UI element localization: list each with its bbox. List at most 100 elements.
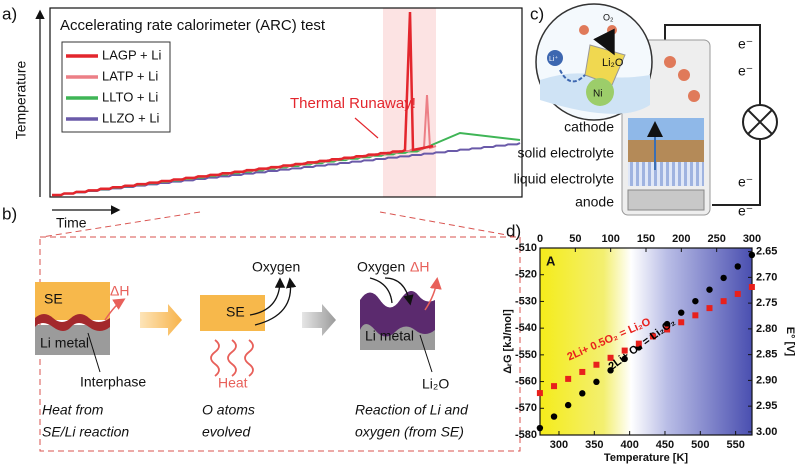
inset-arrow — [593, 28, 615, 56]
se-block — [200, 295, 265, 331]
step-arrow — [302, 304, 336, 336]
marker — [663, 320, 671, 328]
zoom-line — [41, 211, 201, 238]
y2-tick-label: 2.75 — [756, 297, 777, 309]
marker — [593, 378, 600, 386]
plot-frame — [49, 7, 523, 198]
marker — [564, 401, 572, 409]
marker — [664, 326, 671, 333]
y2-tick-label: 2.95 — [756, 400, 777, 412]
y-axis-label: ΔᵣG [kJ/mol] — [502, 309, 514, 374]
marker — [635, 340, 642, 347]
x-axis-label: Temperature [K] — [604, 452, 688, 464]
heat-waves — [210, 339, 254, 377]
inset-label: Li₂O — [602, 57, 624, 69]
y-axis-label: Temperature — [13, 60, 29, 139]
plot-background — [540, 248, 752, 435]
gas-arrow — [249, 277, 286, 316]
gas-arrow — [369, 277, 410, 303]
layer-label: anode — [575, 194, 614, 210]
marker — [551, 383, 558, 390]
legend-label: LATP + Li — [102, 68, 158, 83]
anode-layer — [627, 189, 705, 211]
curves — [52, 11, 521, 197]
electron: e⁻ — [738, 203, 753, 219]
zoom-line — [379, 211, 519, 238]
marker — [621, 347, 628, 354]
label: ΔH — [410, 259, 429, 275]
marker — [579, 368, 586, 375]
y2-axis-label: E° [V] — [784, 327, 796, 357]
marker — [748, 251, 756, 259]
marker — [536, 390, 543, 397]
x2-tick-label: 200 — [672, 233, 690, 245]
marker — [692, 312, 699, 319]
gas-arrow — [254, 277, 297, 326]
x2-tick-label: 150 — [637, 233, 655, 245]
panel-label: b) — [2, 204, 17, 223]
bulb-cross — [747, 109, 773, 135]
marker — [649, 333, 656, 340]
ni-particle — [586, 78, 614, 106]
o2-bubble — [579, 25, 589, 35]
label: Li metal — [40, 335, 89, 351]
y-tick-label: -560 — [515, 375, 537, 387]
o2-bubble — [664, 56, 676, 68]
panel-label: a) — [2, 4, 17, 23]
label: ΔH — [110, 283, 129, 299]
marker — [720, 298, 727, 305]
marker — [720, 274, 727, 282]
y-tick-label: -570 — [515, 402, 537, 414]
label: SE — [226, 304, 245, 320]
x-tick-label: 500 — [691, 439, 709, 451]
o2-bubble — [607, 25, 617, 35]
y-tick-label: -580 — [515, 429, 537, 441]
y2-tick-label: 3.00 — [756, 426, 777, 438]
x2-tick-label: 50 — [569, 233, 581, 245]
leader — [87, 332, 101, 373]
marker — [550, 413, 558, 420]
electron: e⁻ — [738, 36, 753, 52]
cathode-layer — [628, 118, 704, 140]
plot-frame — [539, 247, 753, 436]
curve — [52, 11, 434, 197]
label: Oxygen — [357, 259, 405, 275]
inset-arrow — [559, 69, 586, 83]
legend-items: LAGP + Li LATP + Li LLTO + Li LLZO + Li — [66, 47, 161, 125]
legend-label: LLTO + Li — [102, 89, 158, 104]
inset-label: O₂ — [603, 12, 614, 22]
electron: e⁻ — [738, 63, 753, 79]
marker — [593, 361, 600, 368]
y2-tick-label: 2.90 — [756, 374, 777, 386]
layer-label: cathode — [564, 119, 614, 135]
marker — [748, 284, 755, 291]
marker — [607, 367, 614, 374]
heat-arrow — [104, 298, 126, 321]
y-tick-label: -520 — [515, 269, 537, 281]
x-tick-label: 450 — [656, 439, 674, 451]
caption: evolved — [202, 424, 251, 440]
label: Heat — [218, 375, 248, 391]
x-axis-label: Time — [56, 215, 87, 231]
y-tick-label: -540 — [515, 322, 537, 334]
label: Li₂O — [422, 376, 449, 392]
annotation: Thermal Runaway! — [290, 95, 416, 112]
li-ion — [547, 50, 563, 66]
y-tick-label: -530 — [515, 295, 537, 307]
x-tick-label: 400 — [620, 439, 638, 451]
label: SE — [44, 291, 63, 307]
x2-tick-label: 0 — [537, 233, 543, 245]
curve — [52, 142, 521, 196]
panel-label: d) — [506, 221, 521, 240]
y2-tick-label: 2.85 — [756, 349, 777, 361]
marker — [734, 263, 741, 270]
marker — [536, 424, 544, 432]
annotation-arrow — [354, 117, 379, 139]
legend-label: LLZO + Li — [102, 110, 160, 125]
label: Oxygen — [252, 259, 300, 275]
marker — [734, 290, 741, 297]
marker — [607, 354, 614, 361]
caption: SE/Li reaction — [42, 424, 129, 440]
step-arrow — [140, 304, 182, 336]
